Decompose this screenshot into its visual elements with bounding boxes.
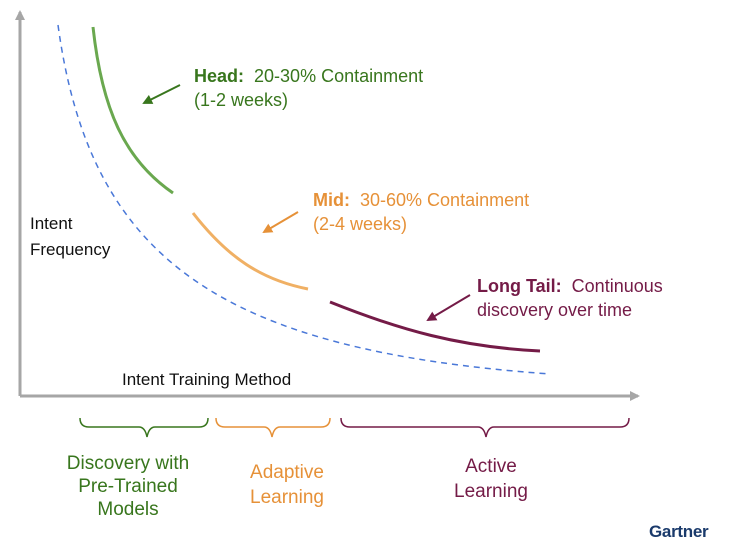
head-title: Head: [194, 66, 244, 86]
tail-detail-line2: discovery over time [477, 300, 632, 320]
active-label-line1: Active [465, 456, 517, 477]
mid-arrow [262, 211, 299, 234]
adaptive-label-line2: Learning [250, 487, 324, 508]
mid-title: Mid: [313, 190, 350, 210]
y-axis-label-line1: Intent [30, 214, 73, 233]
discovery-label-line3: Models [97, 499, 158, 520]
dashed-guide-curve [57, 24, 551, 375]
active-brace [340, 417, 630, 438]
head-duration: (1-2 weeks) [194, 90, 288, 110]
tail-detail: Continuous [572, 276, 663, 296]
tail-title: Long Tail: [477, 276, 562, 296]
long-tail-curve [329, 300, 541, 353]
discovery-brace [79, 417, 209, 438]
tail-callout: Long Tail: Continuous [477, 276, 663, 296]
discovery-label-line1: Discovery with [67, 453, 189, 474]
mid-curve [191, 212, 309, 291]
tail-arrow [426, 294, 471, 322]
head-curve [91, 26, 174, 195]
mid-detail: 30-60% Containment [360, 190, 529, 210]
head-detail: 20-30% Containment [254, 66, 423, 86]
head-arrow [142, 84, 181, 104]
x-axis-label: Intent Training Method [122, 370, 291, 389]
adaptive-brace [215, 417, 331, 438]
mid-callout: Mid: 30-60% Containment [313, 190, 529, 210]
gartner-logo: Gartner [649, 522, 709, 541]
mid-duration: (2-4 weeks) [313, 214, 407, 234]
active-label-line2: Learning [454, 481, 528, 502]
discovery-label-line2: Pre-Trained [78, 476, 178, 497]
adaptive-label-line1: Adaptive [250, 462, 324, 483]
y-axis-label-line2: Frequency [30, 240, 111, 259]
head-callout: Head: 20-30% Containment [194, 66, 423, 86]
